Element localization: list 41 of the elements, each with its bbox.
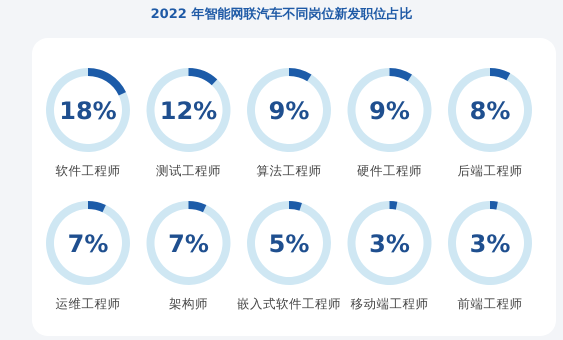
text: 测试工程师 (156, 163, 221, 178)
donut-slice (490, 201, 498, 210)
text: 7% (168, 230, 209, 258)
donut-slice (448, 68, 532, 152)
text: 9% (268, 97, 310, 125)
text: 前端工程师 (458, 296, 522, 311)
text: 软件工程师 (56, 163, 120, 178)
donut-slice (188, 201, 206, 212)
donut-slice (88, 201, 106, 212)
donut-slice (188, 68, 218, 86)
donut-slice (146, 68, 230, 152)
donut-slice (146, 201, 230, 285)
donut-slice (390, 201, 398, 210)
donut-slice (390, 68, 412, 82)
donut-slice (348, 68, 432, 152)
text: 架构师 (169, 296, 208, 311)
text: 移动端工程师 (350, 296, 428, 311)
text: 算法工程师 (256, 163, 322, 178)
text: 运维工程师 (56, 296, 120, 311)
donut-slice (448, 201, 532, 285)
text: 12% (160, 97, 218, 125)
donut-slice (289, 201, 302, 211)
donut-slice (490, 68, 510, 80)
donut-slice (348, 201, 432, 285)
text: 18% (59, 97, 117, 125)
donut-slice (247, 68, 331, 152)
text: 后端工程师 (458, 163, 522, 178)
text: 8% (470, 97, 510, 125)
donut-slice (46, 201, 130, 285)
text: 7% (68, 230, 108, 258)
donut-slice (247, 201, 331, 285)
text: 3% (470, 230, 510, 258)
text: 9% (369, 97, 410, 125)
text: 硬件工程师 (357, 163, 422, 178)
text: 5% (268, 230, 310, 258)
text: 嵌入式软件工程师 (237, 296, 341, 311)
donut-slice (88, 68, 126, 96)
text: 2022 年智能网联汽车不同岗位新发职位占比 (150, 6, 412, 22)
text: 3% (369, 230, 410, 258)
donut-slice (289, 68, 312, 82)
donut-slice (46, 68, 130, 152)
